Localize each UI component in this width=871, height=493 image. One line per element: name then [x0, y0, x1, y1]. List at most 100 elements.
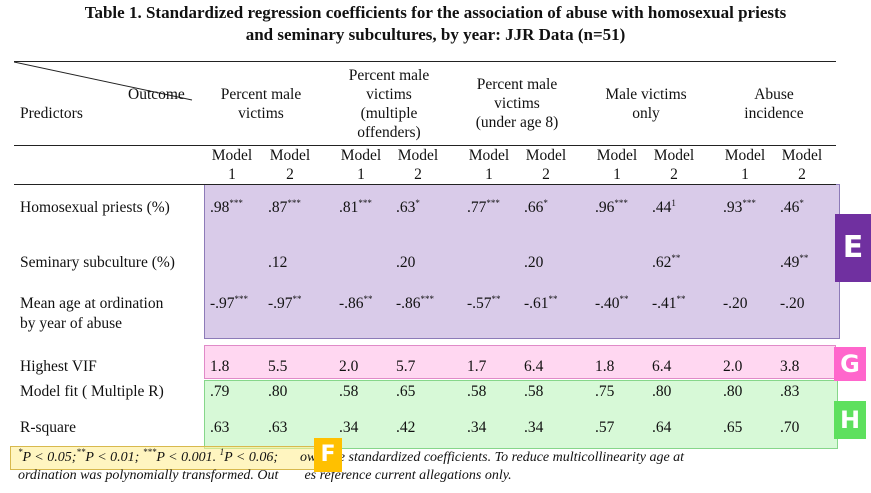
outcome-header-line: Male victims — [605, 86, 687, 103]
cell-significance: ** — [619, 294, 629, 304]
table-cell: .80 — [268, 382, 287, 401]
cell-value: 2.0 — [339, 358, 359, 375]
table-cell: 2.0 — [723, 357, 742, 376]
model-number: 2 — [542, 166, 550, 183]
cell-value: -.20 — [723, 295, 748, 312]
outcome-header-line: incidence — [744, 105, 804, 122]
cell-value: .20 — [524, 254, 544, 271]
table-cell: -.57** — [467, 294, 501, 313]
top-rule — [14, 61, 836, 62]
outcome-header-5: Abuse incidence — [704, 85, 844, 123]
row-label: Mean age at ordination — [20, 295, 164, 312]
table-cell: -.20 — [780, 294, 805, 313]
table-cell: .83 — [780, 382, 799, 401]
cell-significance: ** — [671, 253, 681, 263]
cell-significance: * — [543, 198, 548, 208]
cell-value: .80 — [723, 383, 743, 400]
cell-value: .12 — [268, 254, 288, 271]
cell-significance: ** — [292, 294, 302, 304]
outcome-header-1: Percent male victims — [191, 85, 331, 123]
cell-value: 1.8 — [595, 358, 615, 375]
table-title-line-1: Table 1. Standardized regression coeffic… — [84, 3, 787, 22]
cell-value: .20 — [396, 254, 416, 271]
cell-value: .46 — [780, 199, 800, 216]
table-cell: .58 — [467, 382, 486, 401]
table-cell: .77*** — [467, 198, 500, 217]
model-header-9: Model 1 — [715, 146, 775, 184]
table-cell: .65 — [396, 382, 415, 401]
cell-value: .58 — [339, 383, 359, 400]
cell-value: 5.5 — [268, 358, 288, 375]
table-cell: .79 — [210, 382, 229, 401]
row-label: by year of abuse — [20, 315, 122, 332]
cell-value: -.41 — [652, 295, 677, 312]
cell-value: .42 — [396, 419, 416, 436]
cell-value: .65 — [723, 419, 743, 436]
cell-value: 1.7 — [467, 358, 487, 375]
table-cell: .80 — [723, 382, 742, 401]
model-number: 1 — [485, 166, 493, 183]
outcome-header-line: Percent male — [348, 67, 430, 84]
cell-value: .34 — [524, 419, 544, 436]
cell-significance: ** — [799, 253, 809, 263]
table-cell: -.41** — [652, 294, 686, 313]
table-cell: .64 — [652, 418, 671, 437]
table-cell: -.20 — [723, 294, 748, 313]
model-word: Model — [653, 147, 695, 164]
cell-value: .87 — [268, 199, 288, 216]
model-word: Model — [781, 147, 823, 164]
cell-significance: *** — [420, 294, 435, 304]
cell-value: .77 — [467, 199, 487, 216]
cell-value: .57 — [595, 419, 615, 436]
cell-value: .75 — [595, 383, 615, 400]
table-cell: .57 — [595, 418, 614, 437]
cell-significance: ** — [676, 294, 686, 304]
cell-value: .44 — [652, 199, 672, 216]
table-cell: .93*** — [723, 198, 756, 217]
table-cell: .58 — [339, 382, 358, 401]
model-number: 2 — [670, 166, 678, 183]
table-cell: 6.4 — [524, 357, 543, 376]
cell-significance: ** — [491, 294, 501, 304]
cell-value: .93 — [723, 199, 743, 216]
cell-significance: ** — [363, 294, 373, 304]
table-cell: .81*** — [339, 198, 372, 217]
model-rule — [14, 184, 836, 185]
table-cell: .42 — [396, 418, 415, 437]
outcome-header-3: Percent male victims (under age 8) — [447, 75, 587, 132]
tag-h-badge: H — [834, 401, 866, 439]
model-number: 1 — [613, 166, 621, 183]
table-cell: -.97*** — [210, 294, 248, 313]
model-header-4: Model 2 — [388, 146, 448, 184]
cell-value: .58 — [524, 383, 544, 400]
outcome-header-4: Male victims only — [576, 85, 716, 123]
table-cell: .46* — [780, 198, 804, 217]
model-word: Model — [525, 147, 567, 164]
table-cell: .63 — [268, 418, 287, 437]
cell-value: .34 — [467, 419, 487, 436]
highlight-region-f — [10, 446, 342, 470]
cell-value: .80 — [268, 383, 288, 400]
cell-value: -.97 — [268, 295, 293, 312]
cell-value: 5.7 — [396, 358, 416, 375]
predictors-label: Predictors — [20, 105, 83, 122]
table-cell: .62** — [652, 253, 680, 272]
outcome-header-line: victims — [366, 86, 412, 103]
table-cell: .12 — [268, 253, 287, 272]
outcome-header-line: Abuse — [754, 86, 794, 103]
table-cell: .20 — [396, 253, 415, 272]
model-number: 1 — [228, 166, 236, 183]
table-cell: .63* — [396, 198, 420, 217]
table-cell: .87*** — [268, 198, 301, 217]
cell-value: .80 — [652, 383, 672, 400]
table-cell: 1.8 — [595, 357, 614, 376]
highlight-region-g — [204, 345, 836, 379]
cell-value: .81 — [339, 199, 359, 216]
cell-value: -.86 — [339, 295, 364, 312]
cell-significance: *** — [358, 198, 372, 208]
cell-significance: *** — [234, 294, 249, 304]
table-cell: 1.7 — [467, 357, 486, 376]
table-cell: .34 — [524, 418, 543, 437]
table-cell: .66* — [524, 198, 548, 217]
table-cell: .80 — [652, 382, 671, 401]
